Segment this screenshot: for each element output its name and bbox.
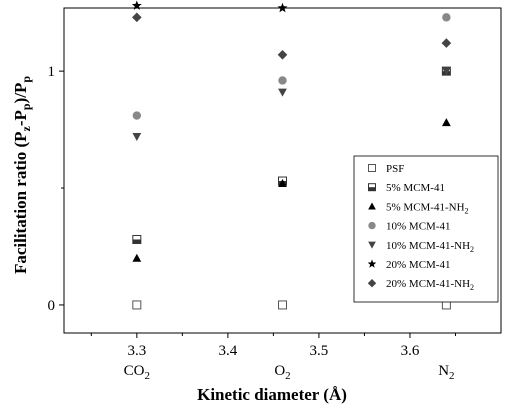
- legend-label: 20% MCM-41: [386, 259, 450, 271]
- data-point: [278, 178, 287, 187]
- x-tick-label: 3.4: [219, 343, 238, 359]
- data-point: [278, 88, 287, 97]
- data-point: [132, 12, 142, 23]
- data-points: [131, 0, 452, 310]
- legend-label: 5% MCM-41: [386, 182, 445, 194]
- legend-marker: [367, 279, 377, 288]
- data-point: [132, 132, 142, 141]
- y-tick-label: 1: [48, 64, 56, 80]
- gas-label: CO2: [124, 363, 150, 382]
- legend-box: [353, 155, 499, 303]
- y-tick-label: 0: [48, 298, 56, 314]
- legend-marker: [368, 164, 376, 172]
- data-point: [277, 49, 288, 60]
- gas-label: O2: [274, 363, 290, 382]
- data-point: [132, 300, 142, 310]
- data-point: [441, 67, 451, 76]
- data-point: [442, 13, 451, 22]
- y-axis-title: Facilitation ratio (Pz-Pp)/Pp: [11, 76, 33, 274]
- legend-items: PSF 5% MCM-41 5% MCM-41-NH2 10% MCM-41 10% M…: [367, 163, 474, 292]
- legend-marker: [368, 241, 376, 249]
- legend-marker: [368, 183, 376, 192]
- data-point: [132, 234, 142, 244]
- legend-label: 10% MCM-41: [386, 221, 450, 233]
- legend-label: PSF: [386, 163, 404, 175]
- legend-marker: [368, 202, 376, 210]
- data-point: [132, 253, 142, 262]
- data-point: [441, 38, 452, 48]
- legend-marker: [368, 221, 376, 230]
- legend: PSF 5% MCM-41 5% MCM-41-NH2 10% MCM-41 10% M…: [353, 155, 499, 303]
- x-tick-label: 3.5: [310, 343, 329, 359]
- x-axis-title: Kinetic diameter (Å): [197, 385, 347, 404]
- x-tick-label: 3.6: [401, 343, 420, 359]
- legend-label: 20% MCM-41-NH2: [386, 278, 474, 292]
- x-tick-label: 3.3: [127, 343, 146, 359]
- data-point: [278, 76, 287, 85]
- data-point: [132, 111, 142, 120]
- data-point: [441, 118, 451, 127]
- data-point: [277, 2, 288, 13]
- data-point: [278, 300, 287, 310]
- gas-label: N2: [438, 363, 454, 382]
- axis-ticks: 3.3 3.4 3.5 3.6 0 1 CO2 O2 N2: [48, 64, 456, 382]
- legend-label: 5% MCM-41-NH2: [386, 201, 469, 215]
- data-point: [131, 0, 142, 10]
- legend-label: 10% MCM-41-NH2: [386, 240, 474, 254]
- legend-marker: [367, 259, 377, 268]
